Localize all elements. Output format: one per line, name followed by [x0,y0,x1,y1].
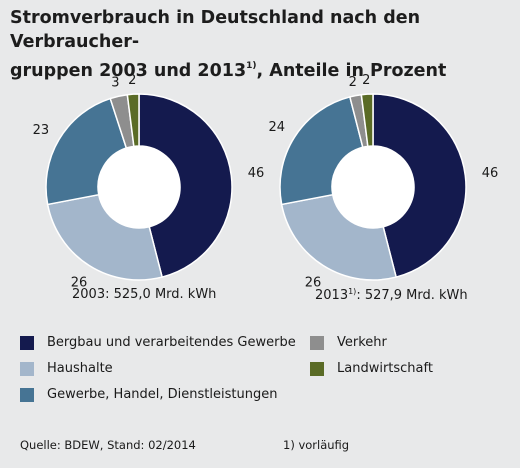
title-footnote-mark: 1) [246,61,257,71]
legend-swatch-gewerbe [20,387,34,402]
legend-label-landwirtschaft: Landwirtschaft [337,361,433,376]
legend-label-bergbau: Bergbau und verarbeitendes Gewerbe [47,335,296,350]
data-label-2013-haushalte: 26 [305,276,322,291]
donut-hole-2003 [98,146,180,228]
data-label-2013-bergbau: 46 [482,166,499,181]
data-label-2003-gewerbe: 23 [33,123,50,138]
data-label-2003-haushalte: 26 [71,276,88,291]
caption-year-2003: 2003 [72,287,106,302]
legend-swatch-bergbau [20,335,34,350]
caption-year-2013: 2013 [315,288,349,303]
legend-swatch-haushalte [20,361,34,376]
title-line-2: gruppen 2003 und 20131), Anteile in Proz… [10,54,510,83]
legend-item-bergbau: Bergbau und verarbeitendes Gewerbe [20,335,296,350]
source-note: Quelle: BDEW, Stand: 02/2014 [20,438,196,452]
donut-hole-2013 [332,146,414,228]
caption-footnote-mark-2013: 1) [348,287,357,296]
data-label-2003-landwirtschaft: 2 [128,73,136,88]
caption-rest-2003: : 525,0 Mrd. kWh [105,287,217,302]
legend-item-gewerbe: Gewerbe, Handel, Dienstleistungen [20,387,277,402]
data-label-2003-bergbau: 46 [248,166,265,181]
legend-item-verkehr: Verkehr [310,335,387,350]
title-line-2-a: gruppen 2003 und 2013 [10,61,247,81]
chart-title: Stromverbrauch in Deutschland nach den V… [10,6,510,83]
data-label-2013-verkehr: 2 [349,75,357,90]
legend-label-verkehr: Verkehr [337,335,387,350]
legend-label-gewerbe: Gewerbe, Handel, Dienstleistungen [47,387,278,402]
title-line-1: Stromverbrauch in Deutschland nach den V… [10,8,421,52]
data-label-2013-landwirtschaft: 2 [362,73,370,88]
data-label-2003-verkehr: 3 [111,76,119,91]
legend-label-haushalte: Haushalte [47,361,113,376]
footnote: 1) vorläufig [283,438,350,452]
legend-swatch-verkehr [310,335,324,350]
slice-2013-gewerbe [279,96,364,206]
legend-item-haushalte: Haushalte [20,361,113,376]
caption-rest-2013: : 527,9 Mrd. kWh [356,288,468,303]
data-label-2013-gewerbe: 24 [268,120,285,135]
donut-caption-2013: 20131): 527,9 Mrd. kWh [315,287,468,303]
legend-item-landwirtschaft: Landwirtschaft [310,361,433,376]
title-line-2-b: , Anteile in Prozent [256,61,447,81]
donut-caption-2003: 2003: 525,0 Mrd. kWh [72,287,216,302]
legend-swatch-landwirtschaft [310,361,324,376]
